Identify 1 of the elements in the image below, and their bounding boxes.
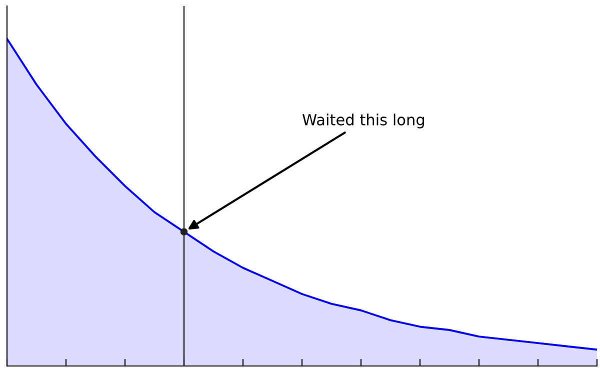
annotation: Waited this long: [302, 114, 424, 128]
